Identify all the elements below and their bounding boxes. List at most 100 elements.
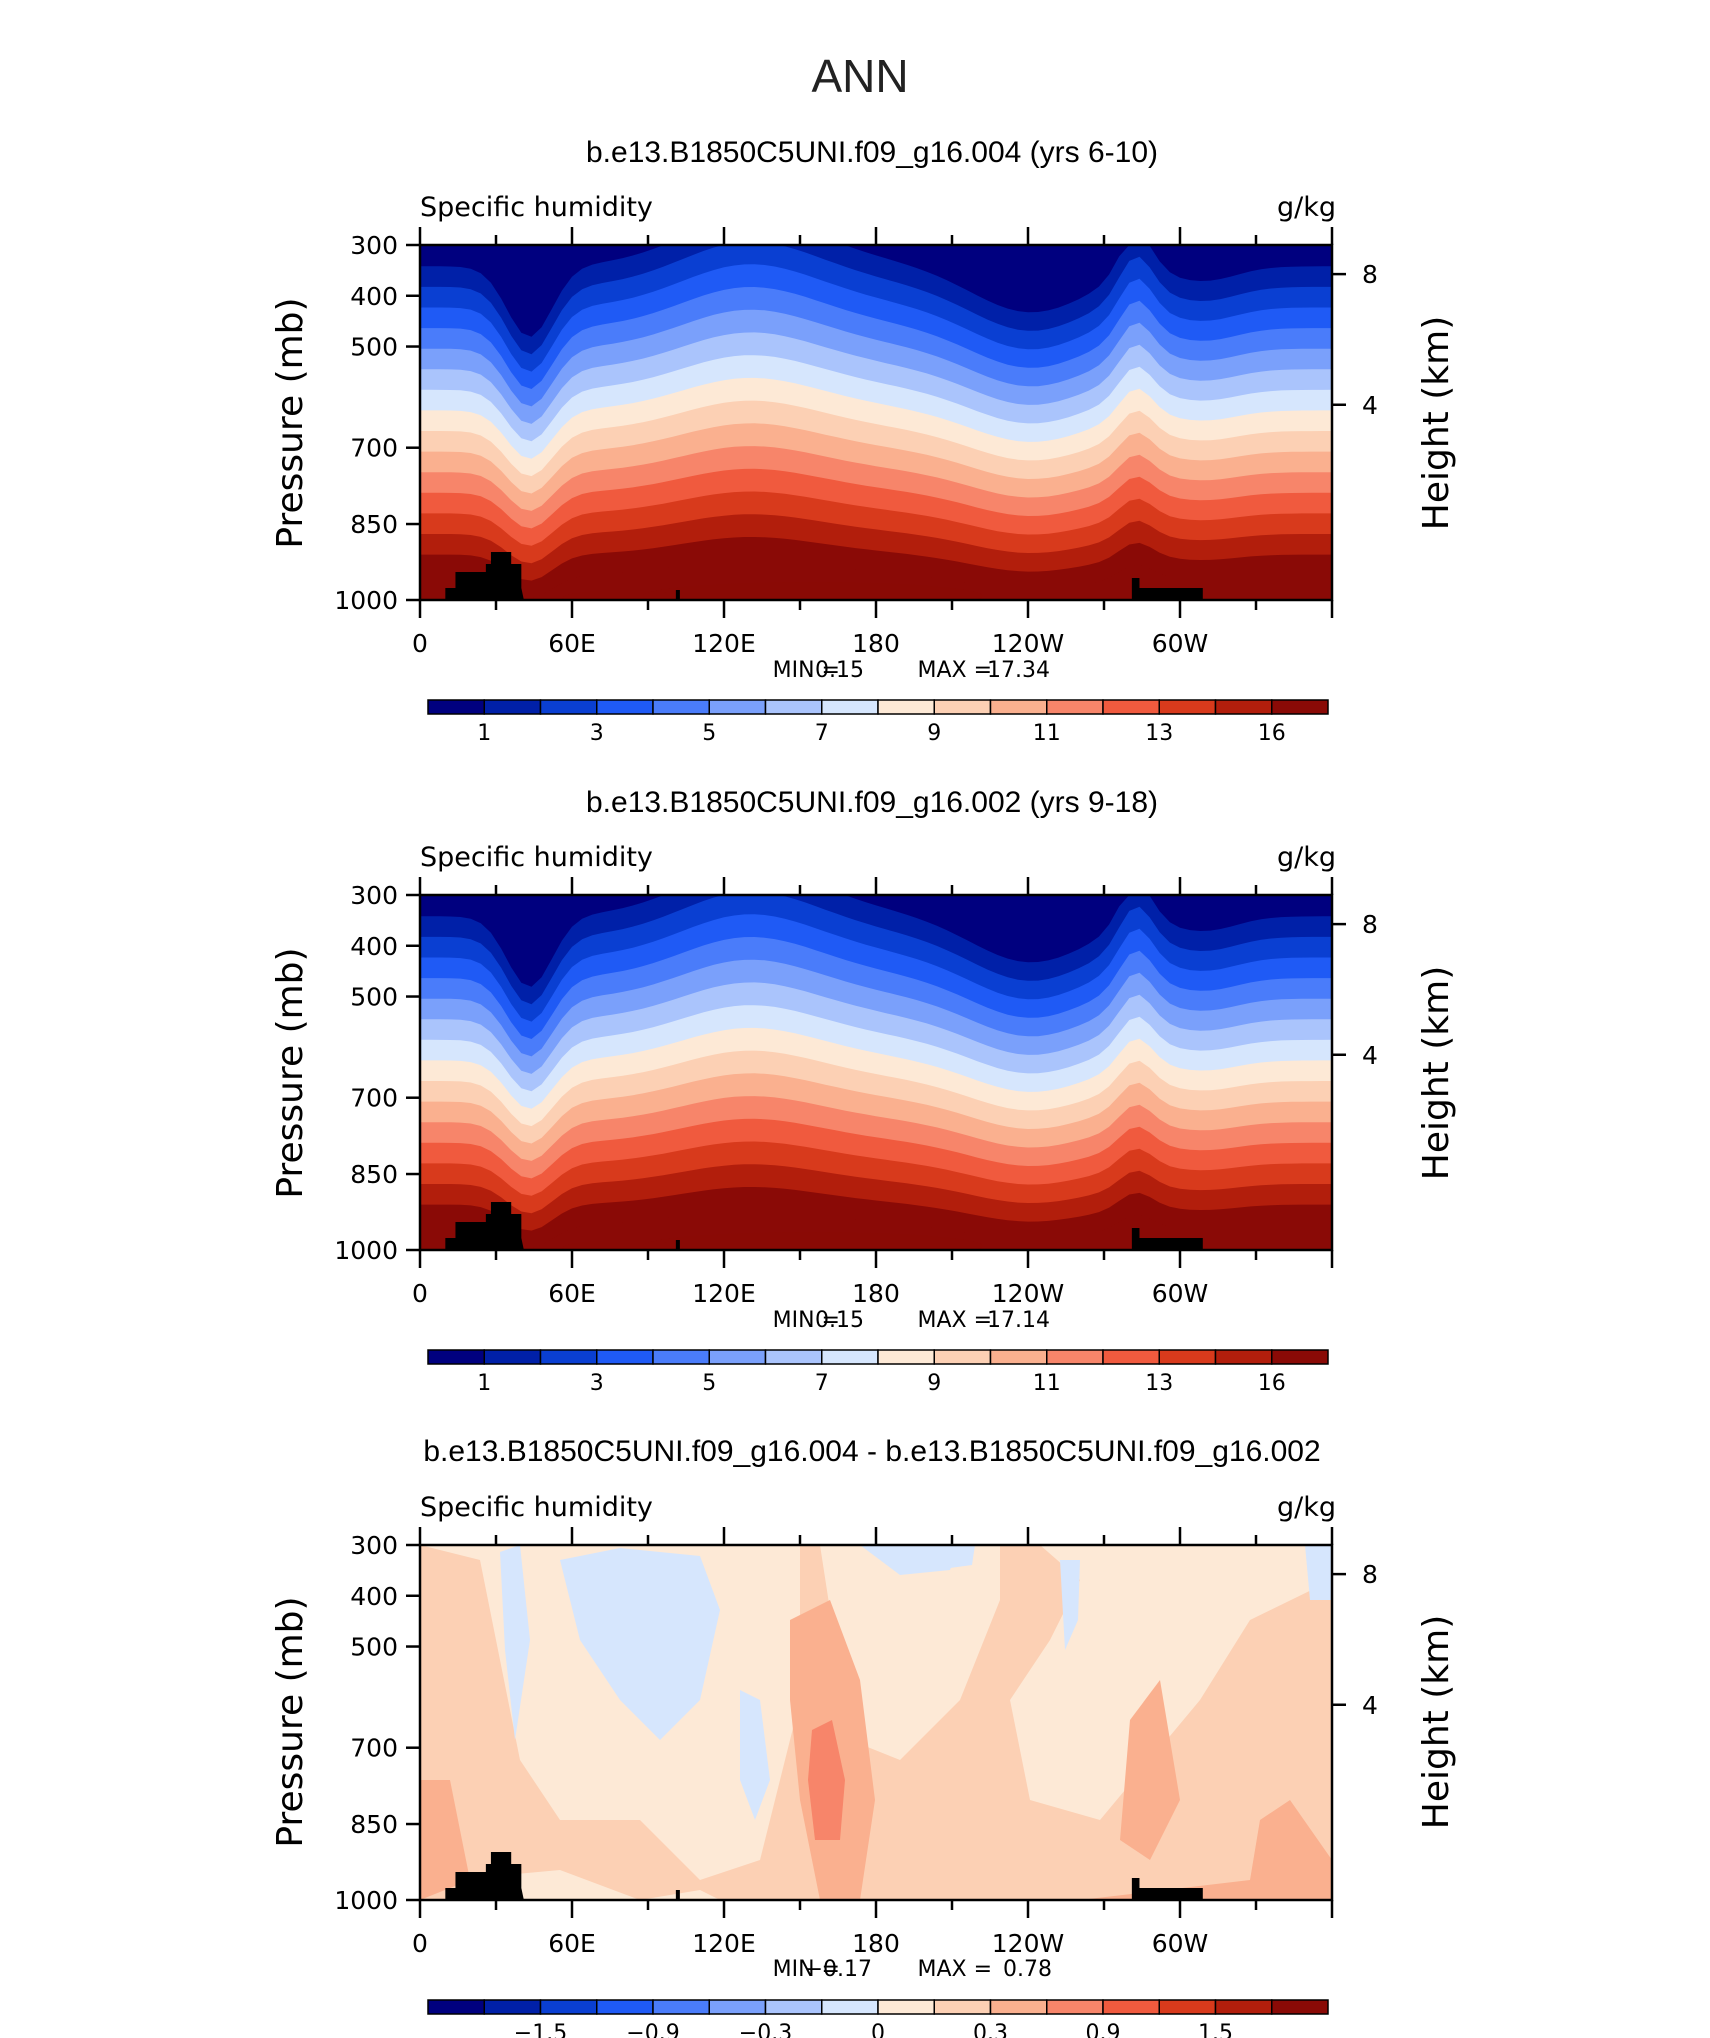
contour-band [420, 245, 1332, 337]
pressure-tick-label: 1000 [334, 586, 398, 615]
colorbar-label: 11 [1033, 1371, 1061, 1396]
contour-band [808, 1720, 845, 1840]
colorbar-box [596, 1349, 654, 1365]
contour-band [1080, 1800, 1332, 1900]
min-value: 0.15 [815, 658, 864, 683]
contour-field-inner [420, 1545, 1332, 1900]
colorbar-box [989, 699, 1048, 715]
panel-title: b.e13.B1850C5UNI.f09_g16.002 (yrs 9-18) [586, 786, 1158, 819]
pressure-tick-label: 400 [350, 282, 398, 311]
units-label: g/kg [1277, 842, 1336, 873]
contour-band [642, 1232, 983, 1250]
height-tick-label: 4 [1362, 1691, 1378, 1720]
pressure-tick-label: 300 [350, 881, 398, 910]
height-tick-label: 4 [1362, 391, 1378, 420]
terrain-mask-south-america [1131, 1878, 1203, 1900]
colorbar-label: 1.5 [1198, 2021, 1233, 2038]
min-value: −0.17 [805, 1957, 872, 1982]
units-label: g/kg [1277, 192, 1336, 223]
colorbar-label: 0.3 [973, 2021, 1008, 2038]
colorbar-label: 5 [702, 1371, 716, 1396]
terrain-mask-indonesia [675, 1890, 680, 1900]
colorbar-label: 1 [477, 721, 491, 746]
max-label: MAX = [917, 658, 992, 683]
colorbar-label: 11 [1033, 721, 1061, 746]
contour-band [820, 1545, 1000, 1760]
contour-band [420, 895, 1332, 987]
terrain-mask-south-america [1131, 1228, 1203, 1250]
x-tick-label: 60E [548, 629, 596, 658]
colorbar-box [1214, 1349, 1273, 1365]
terrain-mask-africa [445, 552, 524, 600]
colorbar-box [1102, 1349, 1160, 1365]
x-tick-label: 120W [992, 629, 1064, 658]
min-value: 0.15 [815, 1308, 864, 1333]
colorbar-box [764, 699, 823, 715]
colorbar: 1 3 5 7 9 11 13 16 [427, 699, 1329, 746]
min-label: MIN = [773, 1308, 840, 1333]
pressure-tick-label: 300 [350, 1531, 398, 1560]
y-axis-label: Pressure (mb) [270, 297, 311, 548]
colorbar-box [1271, 1349, 1329, 1365]
pressure-tick-label: 500 [350, 333, 398, 362]
colorbar-label: 1 [477, 1371, 491, 1396]
colorbar-box [1271, 699, 1329, 715]
max-value: 17.14 [987, 1308, 1050, 1333]
colorbar-box [1158, 1349, 1217, 1365]
pressure-tick-label: 400 [350, 1582, 398, 1611]
contour-band [642, 582, 983, 600]
panel-title: b.e13.B1850C5UNI.f09_g16.004 (yrs 6-10) [586, 136, 1158, 169]
pressure-tick-label: 1000 [334, 1886, 398, 1915]
contour-field [420, 895, 1332, 1250]
contour-band [945, 1545, 975, 1568]
colorbar-box [427, 1349, 485, 1365]
pressure-tick-label: 850 [350, 510, 398, 539]
colorbar-label: 13 [1145, 721, 1173, 746]
colorbar-box [1271, 1999, 1329, 2015]
y-axis-right-label: Height (km) [1416, 316, 1457, 530]
y-axis-right-label: Height (km) [1416, 966, 1457, 1180]
colorbar-box [708, 1349, 767, 1365]
panel-3: b.e13.B1850C5UNI.f09_g16.004 - b.e13.B18… [270, 1435, 1457, 2038]
colorbar-box [539, 1349, 598, 1365]
colorbar-box [933, 699, 992, 715]
variable-label: Specific humidity [420, 1492, 653, 1523]
y-axis-right-label: Height (km) [1416, 1615, 1457, 1829]
colorbar-box [1046, 699, 1104, 715]
page-title: ANN [811, 50, 908, 102]
colorbar-label: 16 [1258, 721, 1286, 746]
terrain-mask-indonesia [675, 590, 680, 600]
axes: Pressure (mb) Height (km) MIN = 0.15 MAX… [270, 877, 1457, 1333]
x-tick-label: 120E [692, 1279, 756, 1308]
colorbar-label: 9 [927, 1371, 941, 1396]
max-label: MAX = [917, 1308, 992, 1333]
colorbar-label: 5 [702, 721, 716, 746]
contour-band [1060, 1560, 1080, 1650]
x-tick-label: 60W [1152, 1279, 1209, 1308]
colorbar-box [1046, 1349, 1104, 1365]
colorbar-box [1102, 699, 1160, 715]
colorbar-box [1158, 1999, 1217, 2015]
colorbar-box [1102, 1999, 1160, 2015]
contour-field [420, 1545, 1332, 1900]
x-tick-label: 60E [548, 1929, 596, 1958]
contour-band [562, 1240, 683, 1250]
variable-label: Specific humidity [420, 842, 653, 873]
min-label: MIN = [773, 658, 840, 683]
colorbar-box [596, 699, 654, 715]
colorbar-label: 7 [815, 1371, 829, 1396]
pressure-tick-label: 300 [350, 231, 398, 260]
colorbar-label: −1.5 [514, 2021, 567, 2038]
colorbar-label: 9 [927, 721, 941, 746]
colorbar-box [427, 1999, 485, 2015]
colorbar-box [1158, 699, 1217, 715]
x-tick-label: 120E [692, 1929, 756, 1958]
colorbar-box [539, 1999, 598, 2015]
colorbar-box [764, 1999, 823, 2015]
axes: Pressure (mb) Height (km) MIN = 0.15 MAX… [270, 227, 1457, 683]
colorbar-label: −0.3 [739, 2021, 792, 2038]
x-tick-label: 0 [412, 629, 428, 658]
x-tick-label: 60E [548, 1279, 596, 1308]
pressure-tick-label: 700 [350, 434, 398, 463]
